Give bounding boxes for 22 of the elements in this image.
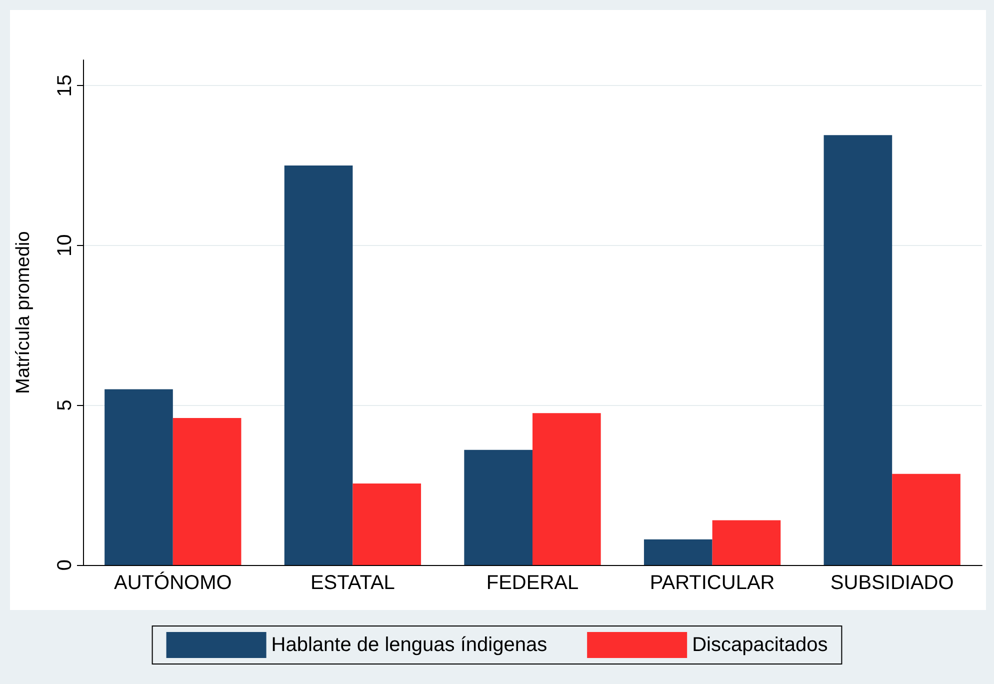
x-tick-label: ESTATAL: [310, 572, 395, 594]
bar: [824, 135, 892, 565]
bar: [644, 539, 712, 565]
y-tick-label: 15: [54, 74, 76, 97]
x-tick-label: AUTÓNOMO: [114, 571, 232, 594]
y-tick-label: 10: [54, 234, 76, 257]
bar: [172, 418, 242, 565]
bar: [892, 474, 960, 565]
legend-label: Discapacitados: [692, 634, 828, 656]
bar: [104, 389, 173, 565]
bar: [532, 413, 601, 565]
legend-label: Hablante de lenguas índigenas: [271, 634, 548, 656]
bar: [712, 520, 781, 565]
bar: [284, 165, 353, 565]
bar: [352, 483, 422, 565]
y-axis-title: Matrícula promedio: [13, 231, 34, 394]
bar: [464, 450, 532, 565]
x-tick-label: PARTICULAR: [650, 572, 775, 594]
y-tick-label: 0: [54, 559, 76, 571]
x-tick-label: FEDERAL: [486, 572, 579, 594]
y-tick-label: 5: [54, 400, 76, 411]
x-tick-label: SUBSIDIADO: [830, 572, 954, 594]
